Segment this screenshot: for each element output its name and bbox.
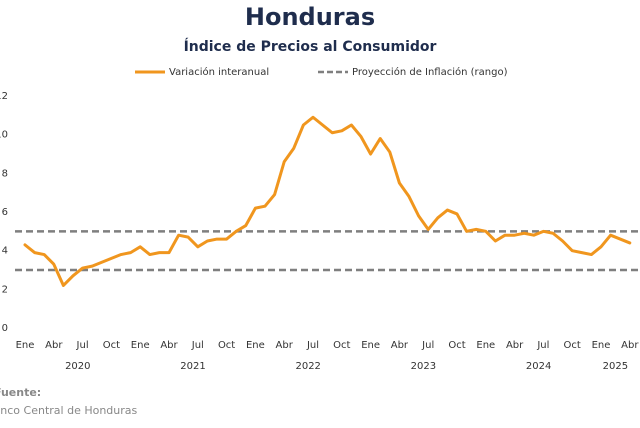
x-tick-label: Oct <box>333 340 350 351</box>
x-tick-label: Abr <box>621 340 639 351</box>
y-tick-label: 10 <box>0 130 8 141</box>
year-label: 2025 <box>603 361 628 372</box>
source-title: Fuente: <box>0 386 41 399</box>
y-tick-label: 8 <box>2 168 8 179</box>
x-tick-label: Abr <box>506 340 524 351</box>
year-label: 2021 <box>180 361 205 372</box>
x-tick-label: Jul <box>76 340 89 351</box>
legend-label: Proyección de Inflación (rango) <box>352 66 508 78</box>
x-tick-label: Abr <box>45 340 63 351</box>
legend-label: Variación interanual <box>169 66 269 78</box>
x-tick-label: Jul <box>421 340 434 351</box>
x-tick-label: Jul <box>536 340 549 351</box>
x-tick-label: Jul <box>191 340 204 351</box>
series-line <box>23 115 632 287</box>
x-tick-label: Ene <box>592 340 611 351</box>
x-tick-label: Oct <box>564 340 581 351</box>
year-label: 2023 <box>411 361 436 372</box>
chart-title: Honduras <box>245 3 375 31</box>
x-tick-label: Oct <box>218 340 235 351</box>
y-tick-label: 12 <box>0 91 8 102</box>
x-tick-label: Abr <box>160 340 178 351</box>
y-tick-label: 6 <box>2 207 8 218</box>
x-tick-label: Ene <box>246 340 265 351</box>
y-tick-label: 0 <box>2 323 8 334</box>
year-label: 2024 <box>526 361 551 372</box>
source: Banco Central de Honduras <box>0 404 138 417</box>
year-label: 2022 <box>295 361 320 372</box>
x-tick-label: Oct <box>448 340 465 351</box>
x-tick-label: Abr <box>391 340 409 351</box>
x-tick-label: Ene <box>476 340 495 351</box>
x-tick-label: Ene <box>131 340 150 351</box>
x-tick-label: Ene <box>16 340 35 351</box>
chart-subtitle: Índice de Precios al Consumidor <box>184 38 437 55</box>
x-tick-label: Abr <box>276 340 294 351</box>
y-tick-label: 2 <box>2 284 8 295</box>
x-tick-label: Oct <box>103 340 120 351</box>
year-label: 2020 <box>65 361 90 372</box>
y-tick-label: 4 <box>2 246 8 257</box>
x-tick-label: Jul <box>306 340 319 351</box>
x-tick-label: Ene <box>361 340 380 351</box>
